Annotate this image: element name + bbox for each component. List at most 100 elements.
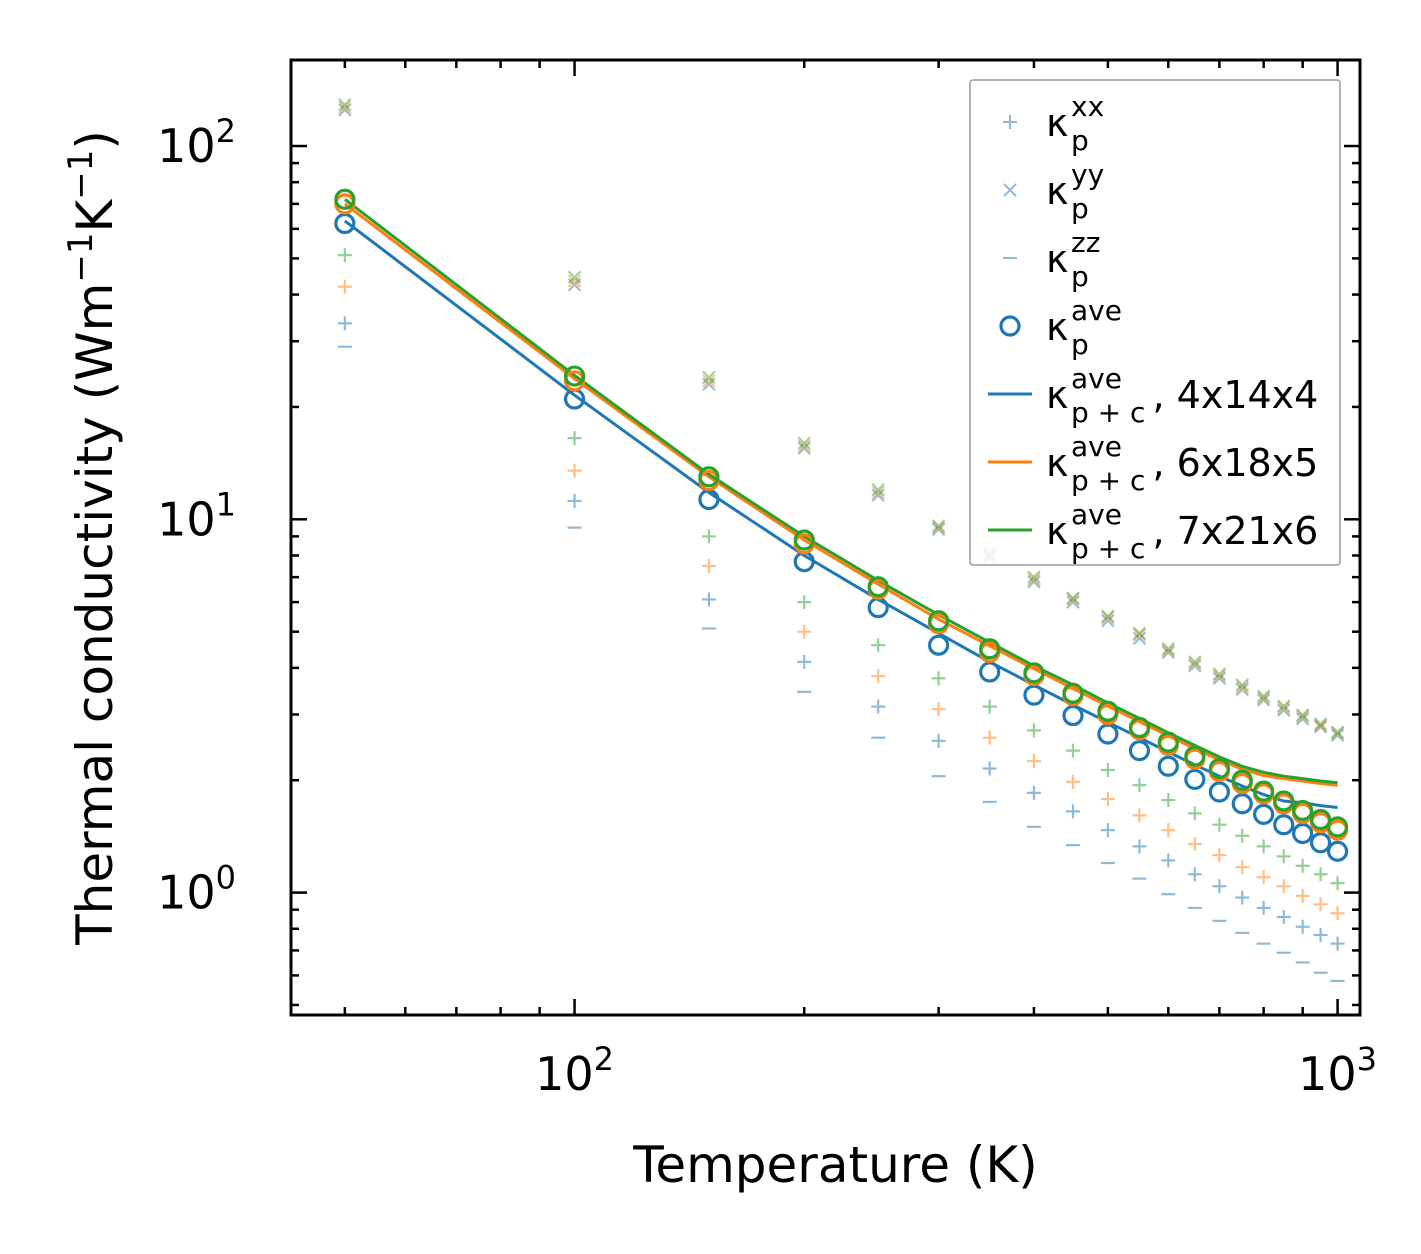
kyy-point xyxy=(1295,709,1310,724)
cross-b xyxy=(702,374,716,388)
cross-b xyxy=(1313,720,1328,734)
cross-a xyxy=(338,103,352,117)
kyy-point xyxy=(702,374,716,388)
cross-b xyxy=(1276,703,1291,718)
legend-superscript: ave xyxy=(1071,294,1122,327)
cross-a xyxy=(797,439,812,453)
legend-label: κave p xyxy=(1046,294,1122,361)
cross-b xyxy=(1212,669,1227,683)
cross-b xyxy=(1003,183,1017,197)
cross-a xyxy=(1027,575,1041,589)
cross-a xyxy=(1330,726,1345,741)
kyy-point xyxy=(1188,655,1202,669)
cross-b xyxy=(1212,671,1227,686)
kave-point xyxy=(1128,716,1151,739)
kxx-point xyxy=(931,702,946,717)
kave-point xyxy=(1097,700,1119,722)
legend-symbol: κ xyxy=(1046,101,1068,145)
cross-a xyxy=(1276,703,1291,718)
kyy-point xyxy=(1256,693,1271,707)
kyy-point xyxy=(1276,699,1291,713)
cross-a xyxy=(1313,717,1328,731)
kyy-point xyxy=(797,439,812,453)
kave-point xyxy=(793,529,815,551)
kyy-point xyxy=(1330,726,1345,741)
kxx-point xyxy=(1026,754,1041,769)
kxx-point xyxy=(1187,867,1202,882)
legend-symbol: κ xyxy=(1046,305,1068,349)
kyy-point xyxy=(1313,717,1328,731)
cross-a xyxy=(702,377,716,392)
legend-subscript: p xyxy=(1071,192,1089,225)
kxx-point xyxy=(337,248,352,263)
cross-b xyxy=(1066,592,1080,607)
cross-a xyxy=(567,277,582,292)
cross-a xyxy=(1212,669,1227,683)
kxx-point xyxy=(1132,839,1147,854)
cross-a xyxy=(1027,572,1041,587)
cross-b xyxy=(1101,609,1115,624)
kxx-point xyxy=(701,592,716,607)
kxx-point xyxy=(1256,900,1271,915)
legend-label: κyy p xyxy=(1046,158,1104,225)
kyy-point xyxy=(871,488,885,503)
cross-a xyxy=(871,488,885,503)
kxx-point xyxy=(982,699,997,714)
cross-a xyxy=(1330,728,1345,742)
kyy-point xyxy=(567,270,582,285)
cross-b xyxy=(1161,641,1176,656)
cross-b xyxy=(1295,709,1310,724)
kyy-point xyxy=(1027,572,1041,587)
legend-symbol: κ xyxy=(1046,509,1068,553)
kxx-point xyxy=(1235,828,1250,843)
y-tick-base: 10 xyxy=(157,492,216,546)
kyy-point xyxy=(1235,678,1250,692)
kave-point xyxy=(698,466,720,488)
legend-symbol: κ xyxy=(1046,169,1068,213)
cross-a xyxy=(1101,613,1115,628)
legend-circle-marker xyxy=(999,315,1021,337)
y-tick-exponent: 0 xyxy=(216,859,236,897)
kyy-point xyxy=(1132,631,1147,646)
kyy-point xyxy=(1276,703,1291,718)
kyy-point xyxy=(1066,592,1080,607)
cross-b xyxy=(1235,678,1250,692)
y-axis-label-exponent: −1 xyxy=(61,233,101,283)
kave-point xyxy=(1253,780,1275,802)
kxx-point xyxy=(1295,888,1310,903)
y-axis-label-exponent: −1 xyxy=(61,150,101,200)
kave-pc-line-4x14x4 xyxy=(343,219,1338,809)
cross-a xyxy=(1295,712,1310,726)
kxx-point xyxy=(871,669,886,684)
legend-superscript: ave xyxy=(1071,430,1122,463)
cross-b xyxy=(1295,712,1310,726)
kxx-point xyxy=(1313,927,1328,942)
kyy-point xyxy=(1330,728,1345,742)
cross-b xyxy=(931,520,946,535)
cross-b xyxy=(1276,701,1291,715)
legend-entry: κave p + c, 6x18x5 xyxy=(988,430,1318,497)
cross-a xyxy=(1066,591,1080,605)
legend-label: κzz p xyxy=(1046,226,1100,293)
legend-entry: κyy p xyxy=(1003,158,1104,225)
y-tick-exponent: 2 xyxy=(216,112,236,150)
kave-point xyxy=(1062,704,1084,727)
x-tick-base: 10 xyxy=(535,1047,594,1101)
legend-entry: κave p + c, 7x21x6 xyxy=(988,498,1318,565)
kxx-point xyxy=(871,699,886,714)
kxx-point xyxy=(1026,785,1041,800)
cross-b xyxy=(1027,575,1041,589)
kave-pc-line-6x18x5 xyxy=(343,202,1338,787)
kave-point xyxy=(1309,808,1332,831)
kxx-point xyxy=(1187,806,1202,821)
legend-subscript: p xyxy=(1071,328,1089,361)
kyy-point xyxy=(1276,701,1291,715)
kyy-point xyxy=(1313,720,1328,734)
kxx-point xyxy=(1276,849,1291,864)
cross-a xyxy=(1330,725,1345,739)
cross-a xyxy=(1256,689,1271,703)
kxx-point xyxy=(1065,743,1080,758)
kyy-point xyxy=(1256,691,1271,705)
kxx-point xyxy=(1161,853,1176,868)
kxx-point xyxy=(1212,848,1227,863)
